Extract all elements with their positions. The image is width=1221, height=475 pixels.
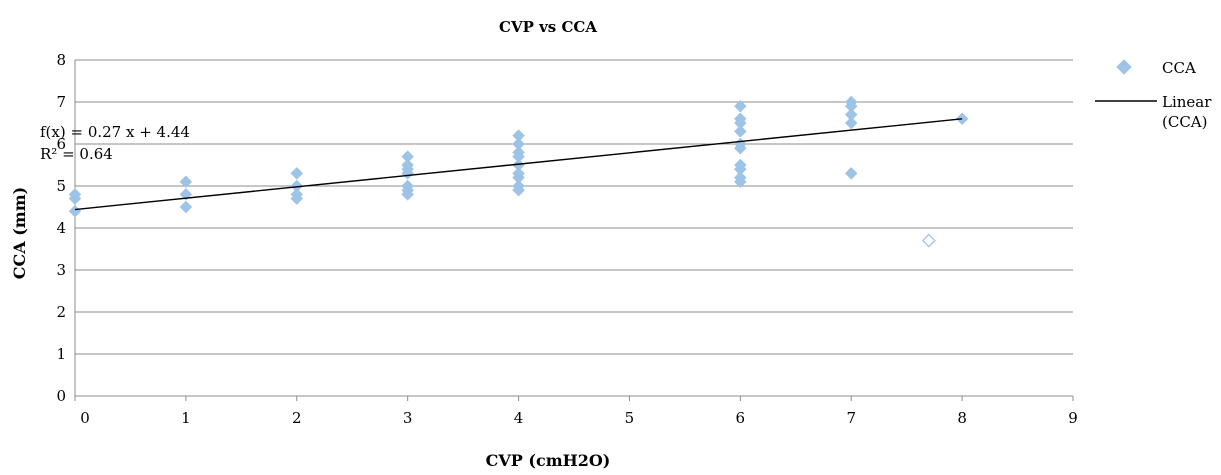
- data-point: [733, 99, 747, 113]
- data-point: [844, 116, 858, 130]
- legend-label-cca: CCA: [1162, 59, 1196, 77]
- y-tick-labels: 0 1 2 3 4 5 6 7 8: [56, 51, 66, 405]
- axes: [74, 60, 1074, 401]
- x-axis-title: CVP (cmH2O): [486, 451, 611, 470]
- x-tick-label: 7: [846, 409, 856, 427]
- x-tick-label: 8: [957, 409, 967, 427]
- data-point: [733, 175, 747, 189]
- trendline: [74, 118, 963, 211]
- data-point: [68, 188, 82, 201]
- y-tick-label: 1: [56, 345, 66, 363]
- grid-lines: [75, 59, 1073, 355]
- y-tick-label: 7: [56, 93, 66, 111]
- x-tick-label: 2: [292, 409, 302, 427]
- x-tick-label: 0: [80, 409, 90, 427]
- data-point: [733, 125, 747, 138]
- chart-title: CVP vs CCA: [499, 18, 597, 36]
- x-tick-labels: 0 1 2 3 4 5 6 7 8 9: [80, 409, 1078, 427]
- x-tick-label: 5: [625, 409, 635, 427]
- data-point: [401, 188, 415, 201]
- y-tick-label: 4: [56, 219, 66, 237]
- data-point: [844, 167, 858, 180]
- legend-marker-cca: [1116, 59, 1132, 75]
- x-tick-label: 1: [181, 409, 191, 427]
- x-tick-label: 4: [514, 409, 524, 427]
- data-point: [179, 188, 193, 201]
- y-tick-label: 8: [56, 51, 66, 69]
- x-tick-label: 9: [1068, 409, 1078, 427]
- data-point: [68, 204, 82, 218]
- data-point: [179, 200, 193, 214]
- y-tick-label: 2: [56, 303, 66, 321]
- outlier-point: [921, 233, 936, 248]
- y-tick-label: 3: [56, 261, 66, 279]
- trendline-group: [74, 118, 963, 211]
- data-point: [290, 192, 304, 205]
- y-tick-label: 0: [56, 387, 66, 405]
- trend-r2: R² = 0.64: [40, 145, 113, 163]
- y-axis-title: CCA (mm): [10, 187, 29, 279]
- data-point: [512, 183, 525, 197]
- legend-label-linear: Linear (CCA): [1162, 93, 1212, 131]
- x-tick-label: 6: [736, 409, 746, 427]
- data-point: [733, 141, 747, 155]
- y-tick-label: 5: [56, 177, 66, 195]
- data-point: [290, 167, 304, 180]
- data-points: [68, 95, 969, 248]
- y-tick-label: 6: [56, 135, 66, 153]
- data-point: [179, 175, 193, 189]
- legend: CCA Linear (CCA): [1095, 59, 1212, 131]
- trend-equation: f(x) = 0.27 x + 4.44: [40, 123, 190, 141]
- x-tick-label: 3: [403, 409, 413, 427]
